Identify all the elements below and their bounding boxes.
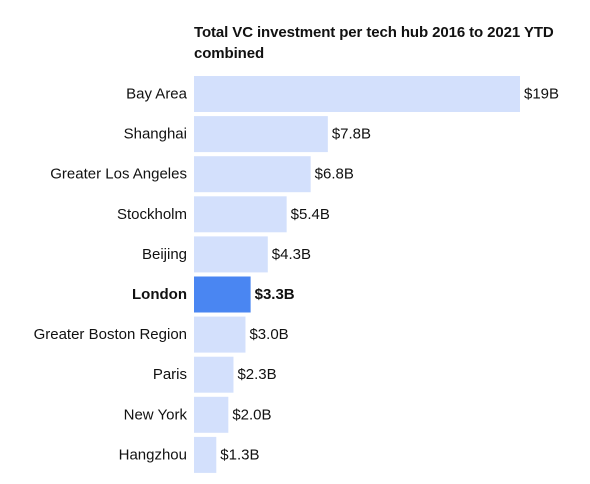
bar-new-york xyxy=(194,396,229,433)
value-label-london: $3.3B xyxy=(255,286,295,303)
bar-london xyxy=(194,276,251,313)
value-label-hangzhou: $1.3B xyxy=(220,446,259,463)
category-label-new-york: New York xyxy=(124,406,188,423)
category-label-stockholm: Stockholm xyxy=(117,206,187,223)
category-label-paris: Paris xyxy=(153,366,187,383)
category-label-shanghai: Shanghai xyxy=(124,126,187,143)
category-label-beijing: Beijing xyxy=(142,246,187,263)
category-label-london: London xyxy=(132,286,187,303)
value-label-greater-boston-region: $3.0B xyxy=(249,326,288,343)
bar-beijing xyxy=(194,236,268,273)
bar-greater-los-angeles xyxy=(194,156,311,193)
bar-bay-area xyxy=(194,76,520,112)
bar-hangzhou xyxy=(194,436,217,473)
bar-shanghai xyxy=(194,116,328,153)
value-label-bay-area: $19B xyxy=(524,86,559,103)
category-label-greater-boston-region: Greater Boston Region xyxy=(34,326,187,343)
bar-greater-boston-region xyxy=(194,316,246,353)
value-label-new-york: $2.0B xyxy=(232,406,271,423)
value-label-paris: $2.3B xyxy=(237,366,276,383)
category-label-bay-area: Bay Area xyxy=(126,86,188,103)
value-label-beijing: $4.3B xyxy=(272,246,311,263)
bar-paris xyxy=(194,356,234,393)
value-label-greater-los-angeles: $6.8B xyxy=(315,166,354,183)
chart-title: Total VC investment per tech hub 2016 to… xyxy=(194,24,554,62)
value-label-stockholm: $5.4B xyxy=(291,206,330,223)
category-label-greater-los-angeles: Greater Los Angeles xyxy=(50,166,187,183)
category-label-hangzhou: Hangzhou xyxy=(119,446,187,463)
bar-stockholm xyxy=(194,196,287,233)
value-label-shanghai: $7.8B xyxy=(332,126,371,143)
